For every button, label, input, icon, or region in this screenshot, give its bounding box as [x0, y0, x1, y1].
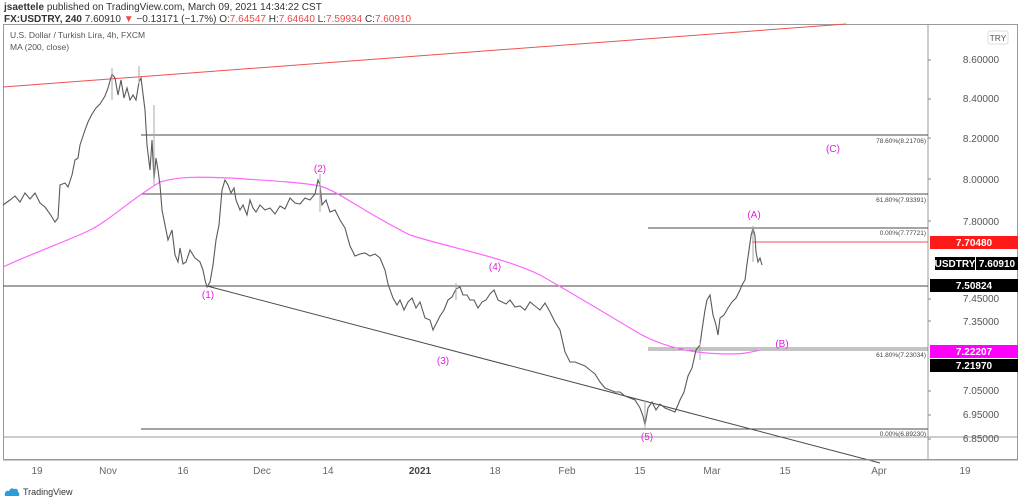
svg-text:14: 14	[322, 466, 334, 477]
svg-text:Apr: Apr	[871, 466, 887, 477]
svg-text:18: 18	[489, 466, 501, 477]
publish-line: jsaettele published on TradingView.com, …	[4, 2, 322, 13]
svg-text:8.60000: 8.60000	[963, 55, 1000, 66]
publish-info: published on TradingView.com, March 09, …	[46, 2, 322, 13]
legend-title: U.S. Dollar / Turkish Lira, 4h, FXCM	[10, 30, 146, 40]
currency-badge[interactable]: TRY	[987, 30, 1009, 45]
price-wicks	[111, 66, 754, 428]
svg-text:(B): (B)	[775, 339, 788, 350]
down-arrow-icon: ▼	[123, 14, 134, 25]
resistance-trendline[interactable]	[2, 23, 847, 88]
svg-text:(C): (C)	[826, 144, 840, 155]
svg-text:19: 19	[31, 466, 43, 477]
price-badges: 7.70480 USDTRY 7.60910 7.50824 7.22207 7…	[930, 236, 1018, 372]
fib-labels: 78.60%(8.21706) 61.80%(7.93391) 0.00%(7.…	[876, 138, 926, 438]
open-value: 7.64547	[229, 14, 266, 25]
svg-text:78.60%(8.21706): 78.60%(8.21706)	[876, 138, 926, 145]
y-axis[interactable]: 8.60000 8.40000 8.20000 8.00000 7.80000 …	[928, 55, 1000, 445]
change-value: −0.13171 (−1.7%)	[136, 14, 217, 25]
svg-text:(A): (A)	[747, 210, 760, 221]
ma200-line	[2, 176, 761, 355]
x-axis[interactable]: 19 Nov 16 Dec 14 2021 18 Feb 15 Mar 15 A…	[31, 466, 971, 477]
svg-text:15: 15	[779, 466, 791, 477]
ohlc-line: FX:USDTRY, 240 7.60910 ▼ −0.13171 (−1.7%…	[4, 14, 411, 25]
svg-text:7.50824: 7.50824	[956, 281, 993, 292]
svg-text:6.95000: 6.95000	[963, 410, 1000, 421]
svg-text:7.21970: 7.21970	[956, 361, 993, 372]
svg-text:USDTRY: USDTRY	[935, 259, 976, 270]
tradingview-logo[interactable]: TradingView	[4, 487, 73, 497]
svg-text:61.80%(7.23034): 61.80%(7.23034)	[876, 352, 926, 359]
svg-text:(4): (4)	[489, 262, 501, 273]
high-value: 7.64640	[278, 14, 315, 25]
svg-text:(3): (3)	[437, 356, 449, 367]
svg-text:61.80%(7.93391): 61.80%(7.93391)	[876, 197, 926, 204]
chart-legend: U.S. Dollar / Turkish Lira, 4h, FXCM MA …	[10, 29, 145, 53]
svg-text:16: 16	[177, 466, 189, 477]
low-label: L:	[317, 14, 327, 25]
support-trendline[interactable]	[206, 285, 881, 464]
svg-text:15: 15	[634, 466, 646, 477]
fib-lines	[3, 134, 928, 430]
tradingview-cloud-icon	[4, 488, 20, 496]
svg-text:2021: 2021	[409, 466, 432, 477]
low-value: 7.59934	[326, 14, 363, 25]
tradingview-label: TradingView	[23, 487, 73, 497]
svg-text:8.00000: 8.00000	[963, 175, 1000, 186]
close-value: 7.60910	[374, 14, 412, 25]
svg-text:(2): (2)	[314, 164, 326, 175]
publisher-name: jsaettele	[4, 2, 45, 13]
high-label: H:	[268, 14, 279, 25]
svg-text:TRY: TRY	[990, 33, 1007, 43]
svg-text:(1): (1)	[202, 290, 214, 301]
svg-text:7.70480: 7.70480	[956, 238, 993, 249]
svg-text:0.00%(6.89230): 0.00%(6.89230)	[880, 431, 926, 438]
svg-text:19: 19	[959, 466, 971, 477]
svg-text:7.45000: 7.45000	[963, 294, 1000, 305]
last-price: 7.60910	[84, 14, 121, 25]
svg-text:8.40000: 8.40000	[963, 94, 1000, 105]
svg-text:7.60910: 7.60910	[979, 259, 1016, 270]
wave-labels: (1) (2) (3) (4) (5) (A) (B) (C)	[202, 144, 840, 443]
open-label: O:	[219, 14, 230, 25]
close-label: C:	[364, 14, 375, 25]
svg-text:7.05000: 7.05000	[963, 386, 1000, 397]
svg-text:Nov: Nov	[99, 466, 117, 477]
svg-text:0.00%(7.77721): 0.00%(7.77721)	[880, 230, 926, 237]
svg-text:7.80000: 7.80000	[963, 217, 1000, 228]
svg-text:8.20000: 8.20000	[963, 134, 1000, 145]
svg-text:Feb: Feb	[558, 466, 576, 477]
svg-text:6.85000: 6.85000	[963, 434, 1000, 445]
svg-text:Mar: Mar	[703, 466, 721, 477]
svg-text:7.35000: 7.35000	[963, 317, 1000, 328]
svg-text:Dec: Dec	[253, 466, 271, 477]
svg-text:7.22207: 7.22207	[956, 347, 993, 358]
legend-indicator: MA (200, close)	[10, 42, 70, 52]
symbol-label: FX:USDTRY, 240	[4, 14, 82, 25]
svg-text:(5): (5)	[641, 432, 653, 443]
price-series	[2, 72, 763, 426]
